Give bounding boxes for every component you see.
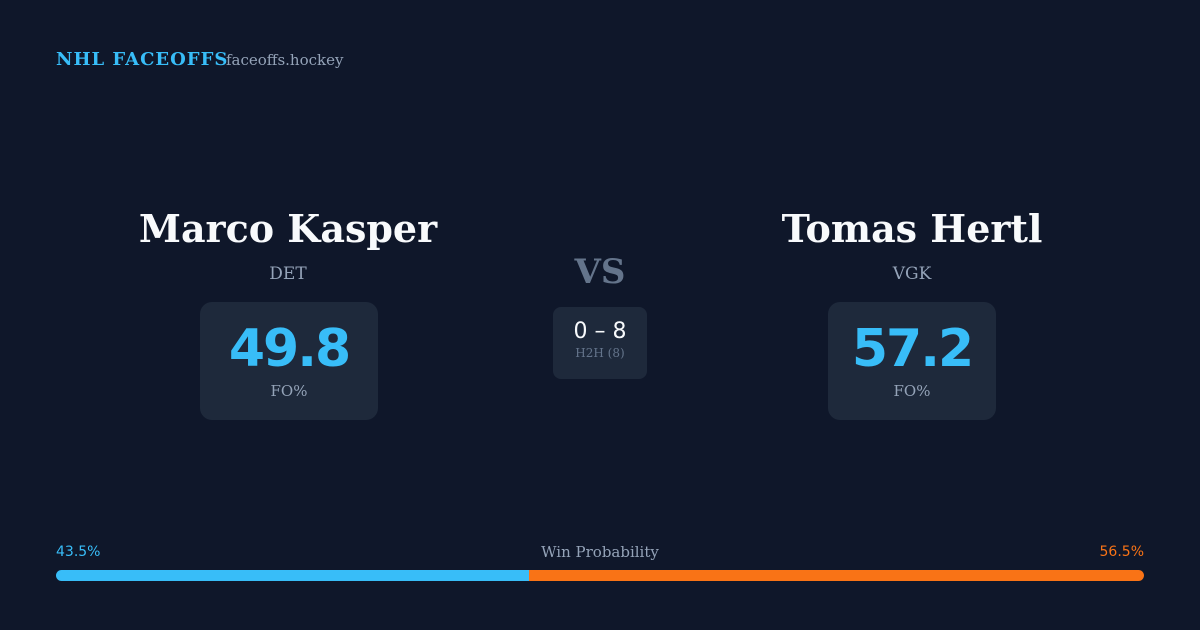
vs-label: VS [574, 252, 626, 292]
right-probability-bar [529, 570, 1144, 581]
h2h-score: 0 – 8 [573, 319, 627, 344]
player-name: Tomas Hertl [781, 206, 1043, 251]
player-team: DET [269, 264, 307, 284]
fo-label: FO% [270, 382, 308, 400]
win-probability-label: Win Probability [541, 543, 659, 561]
brand-title: NHL FACEOFFS [56, 49, 229, 70]
fo-percentage: 49.8 [228, 319, 351, 379]
h2h-card: 0 – 8 H2H (8) [553, 307, 647, 379]
right-probability: 56.5% [1099, 544, 1144, 560]
h2h-label: H2H (8) [575, 346, 625, 360]
fo-label: FO% [893, 382, 931, 400]
left-probability-bar [56, 570, 530, 581]
stat-card: 49.8 FO% [200, 302, 378, 420]
left-probability: 43.5% [56, 544, 101, 560]
site-name: faceoffs.hockey [226, 51, 344, 69]
stat-card: 57.2 FO% [828, 302, 996, 420]
fo-percentage: 57.2 [851, 319, 974, 379]
player-name: Marco Kasper [138, 206, 438, 251]
player-team: VGK [892, 264, 932, 284]
